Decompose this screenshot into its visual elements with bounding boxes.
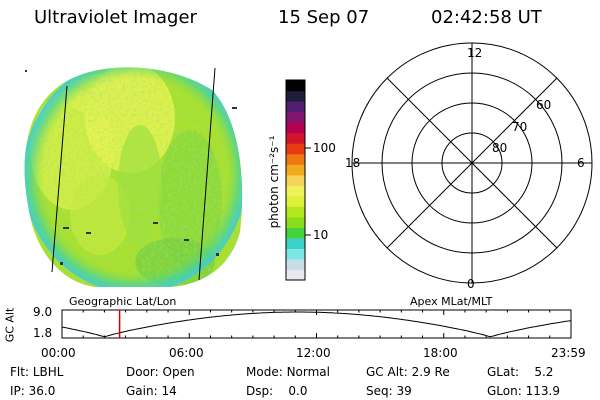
- colorbar-tick-10: 10: [313, 228, 329, 242]
- colorbar: [286, 80, 305, 281]
- observation-date: 15 Sep 07: [278, 7, 370, 28]
- longitude-line-left: [51, 85, 68, 273]
- mlt-label-18: 18: [345, 156, 361, 170]
- colorbar-cell: [286, 80, 305, 92]
- info-mode-value: Normal: [286, 365, 330, 379]
- observation-time: 02:42:58 UT: [431, 7, 542, 28]
- info-glon: GLon: 113.9: [487, 384, 560, 398]
- info-gc-alt-value: 2.9 Re: [411, 365, 450, 379]
- colorbar-unit-label: photon cm⁻²s⁻¹: [267, 135, 281, 229]
- auroral-image-disk: [24, 67, 243, 287]
- colorbar-cell: [286, 237, 305, 250]
- altitude-axis-label: GC Alt: [3, 307, 17, 343]
- info-gain: Gain: 14: [126, 384, 177, 398]
- altitude-tick-min: 1.8: [33, 326, 53, 340]
- info-door-value: Open: [162, 365, 195, 379]
- mlt-label-6: 6: [577, 156, 585, 170]
- colorbar-cell: [286, 101, 305, 113]
- info-glat-value: 5.2: [534, 365, 554, 379]
- colorbar-cell: [286, 248, 305, 260]
- time-tick-1800: 18:00: [423, 346, 458, 360]
- colorbar-cell: [286, 143, 305, 155]
- info-dsp-value: 0.0: [288, 384, 308, 398]
- time-tick-0000: 00:00: [41, 346, 76, 360]
- info-filter: Flt: LBHL: [10, 365, 64, 379]
- info-filter-value: LBHL: [32, 365, 64, 379]
- info-glat: GLat: 5.2: [487, 365, 554, 379]
- altitude-plot-ticks: [61, 310, 572, 338]
- colorbar-cell: [286, 164, 305, 176]
- instrument-title: Ultraviolet Imager: [34, 7, 197, 28]
- apex-label: Apex MLat/MLT: [410, 295, 493, 308]
- info-seq: Seq: 39: [366, 384, 412, 398]
- info-gc-alt: GC Alt: 2.9 Re: [366, 365, 450, 379]
- colorbar-cell: [286, 227, 305, 239]
- altitude-tick-max: 9.0: [33, 305, 53, 319]
- time-tick-2359: 23:59: [551, 346, 586, 360]
- mlt-polar-grid: [351, 42, 593, 284]
- info-gain-value: 14: [161, 384, 177, 398]
- colorbar-cell: [286, 111, 305, 123]
- colorbar-cell: [286, 269, 305, 281]
- altitude-curve: [61, 311, 572, 338]
- info-ip-value: 36.0: [28, 384, 56, 398]
- colorbar-cell: [286, 258, 305, 271]
- colorbar-cell: [286, 206, 305, 218]
- info-glon-value: 113.9: [525, 384, 560, 398]
- colorbar-cell: [286, 90, 305, 102]
- mlat-label-70: 70: [512, 120, 528, 134]
- colorbar-cell: [286, 153, 305, 165]
- colorbar-cell: [286, 185, 305, 197]
- colorbar-cell: [286, 132, 305, 144]
- info-dsp: Dsp: 0.0: [246, 384, 308, 398]
- longitude-line-right: [198, 67, 216, 281]
- colorbar-cell: [286, 195, 305, 207]
- time-tick-0600: 06:00: [169, 346, 204, 360]
- colorbar-cell: [286, 216, 305, 228]
- mlt-label-12: 12: [467, 46, 483, 60]
- info-door: Door: Open: [126, 365, 195, 379]
- info-mode: Mode: Normal: [246, 365, 330, 379]
- mlat-label-60: 60: [536, 98, 552, 112]
- time-tick-1200: 12:00: [296, 346, 331, 360]
- mlt-label-0: 0: [467, 277, 475, 291]
- info-ip: IP: 36.0: [10, 384, 56, 398]
- colorbar-cell: [286, 174, 305, 186]
- stray-pixels: [25, 70, 237, 265]
- colorbar-tick-100: 100: [313, 141, 336, 155]
- info-seq-value: 39: [396, 384, 412, 398]
- geographic-label: Geographic Lat/Lon: [69, 295, 177, 308]
- colorbar-cell: [286, 122, 305, 134]
- mlat-label-80: 80: [492, 141, 508, 155]
